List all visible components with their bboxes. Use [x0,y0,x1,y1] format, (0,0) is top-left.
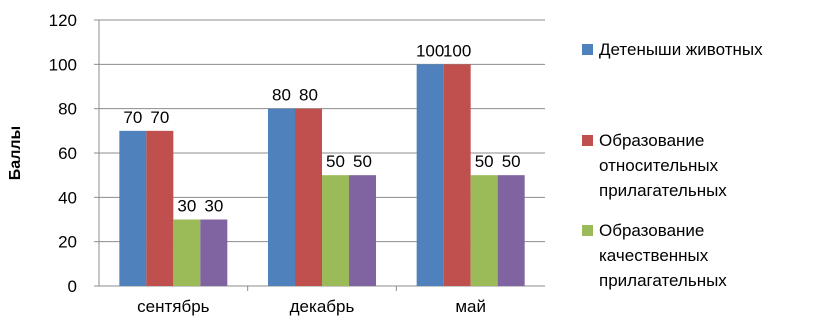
bar [470,175,498,286]
bar [295,108,322,287]
bar [322,175,349,286]
legend-swatch-1 [582,44,593,55]
legend-item-2: Образование относительных прилагательных [582,128,809,203]
y-tick-label: 80 [58,100,77,119]
data-label: 100 [416,41,444,60]
y-tick-label: 20 [58,233,77,252]
bar [173,219,201,286]
y-tick-label: 60 [58,144,77,163]
bar [119,130,147,286]
legend-label-1: Детеныши животных [599,40,763,59]
x-tick-label: сентябрь [137,297,210,316]
data-label: 100 [443,41,471,60]
data-label: 80 [272,86,291,105]
y-tick-label: 100 [49,55,77,74]
bar [146,130,174,286]
legend-item-3: Образование качественных прилагательных [582,218,809,293]
data-label: 50 [475,152,494,171]
bar [349,175,376,286]
legend-swatch-3 [582,225,593,236]
data-label: 30 [177,197,196,216]
x-tick-label: декабрь [290,297,355,316]
data-label: 80 [299,86,318,105]
bar [416,64,444,286]
bar [200,219,228,286]
data-label: 70 [123,108,142,127]
data-label: 50 [502,152,521,171]
data-label: 50 [353,152,372,171]
legend-label-3: Образование качественных прилагательных [599,221,727,290]
legend-label-2: Образование относительных прилагательных [599,131,727,200]
data-label: 30 [204,197,223,216]
data-label: 50 [326,152,345,171]
legend-swatch-2 [582,135,593,146]
legend-item-1: Детеныши животных [582,37,809,62]
y-tick-label: 0 [68,277,77,296]
bar [268,108,295,287]
bar [497,175,525,286]
y-axis-title: Баллы [7,126,24,180]
legend: Детеныши животных Образование относитель… [582,0,818,322]
y-tick-label: 40 [58,188,77,207]
data-label: 70 [150,108,169,127]
bar [443,64,471,286]
y-tick-label: 120 [49,11,77,30]
x-tick-label: май [455,297,486,316]
